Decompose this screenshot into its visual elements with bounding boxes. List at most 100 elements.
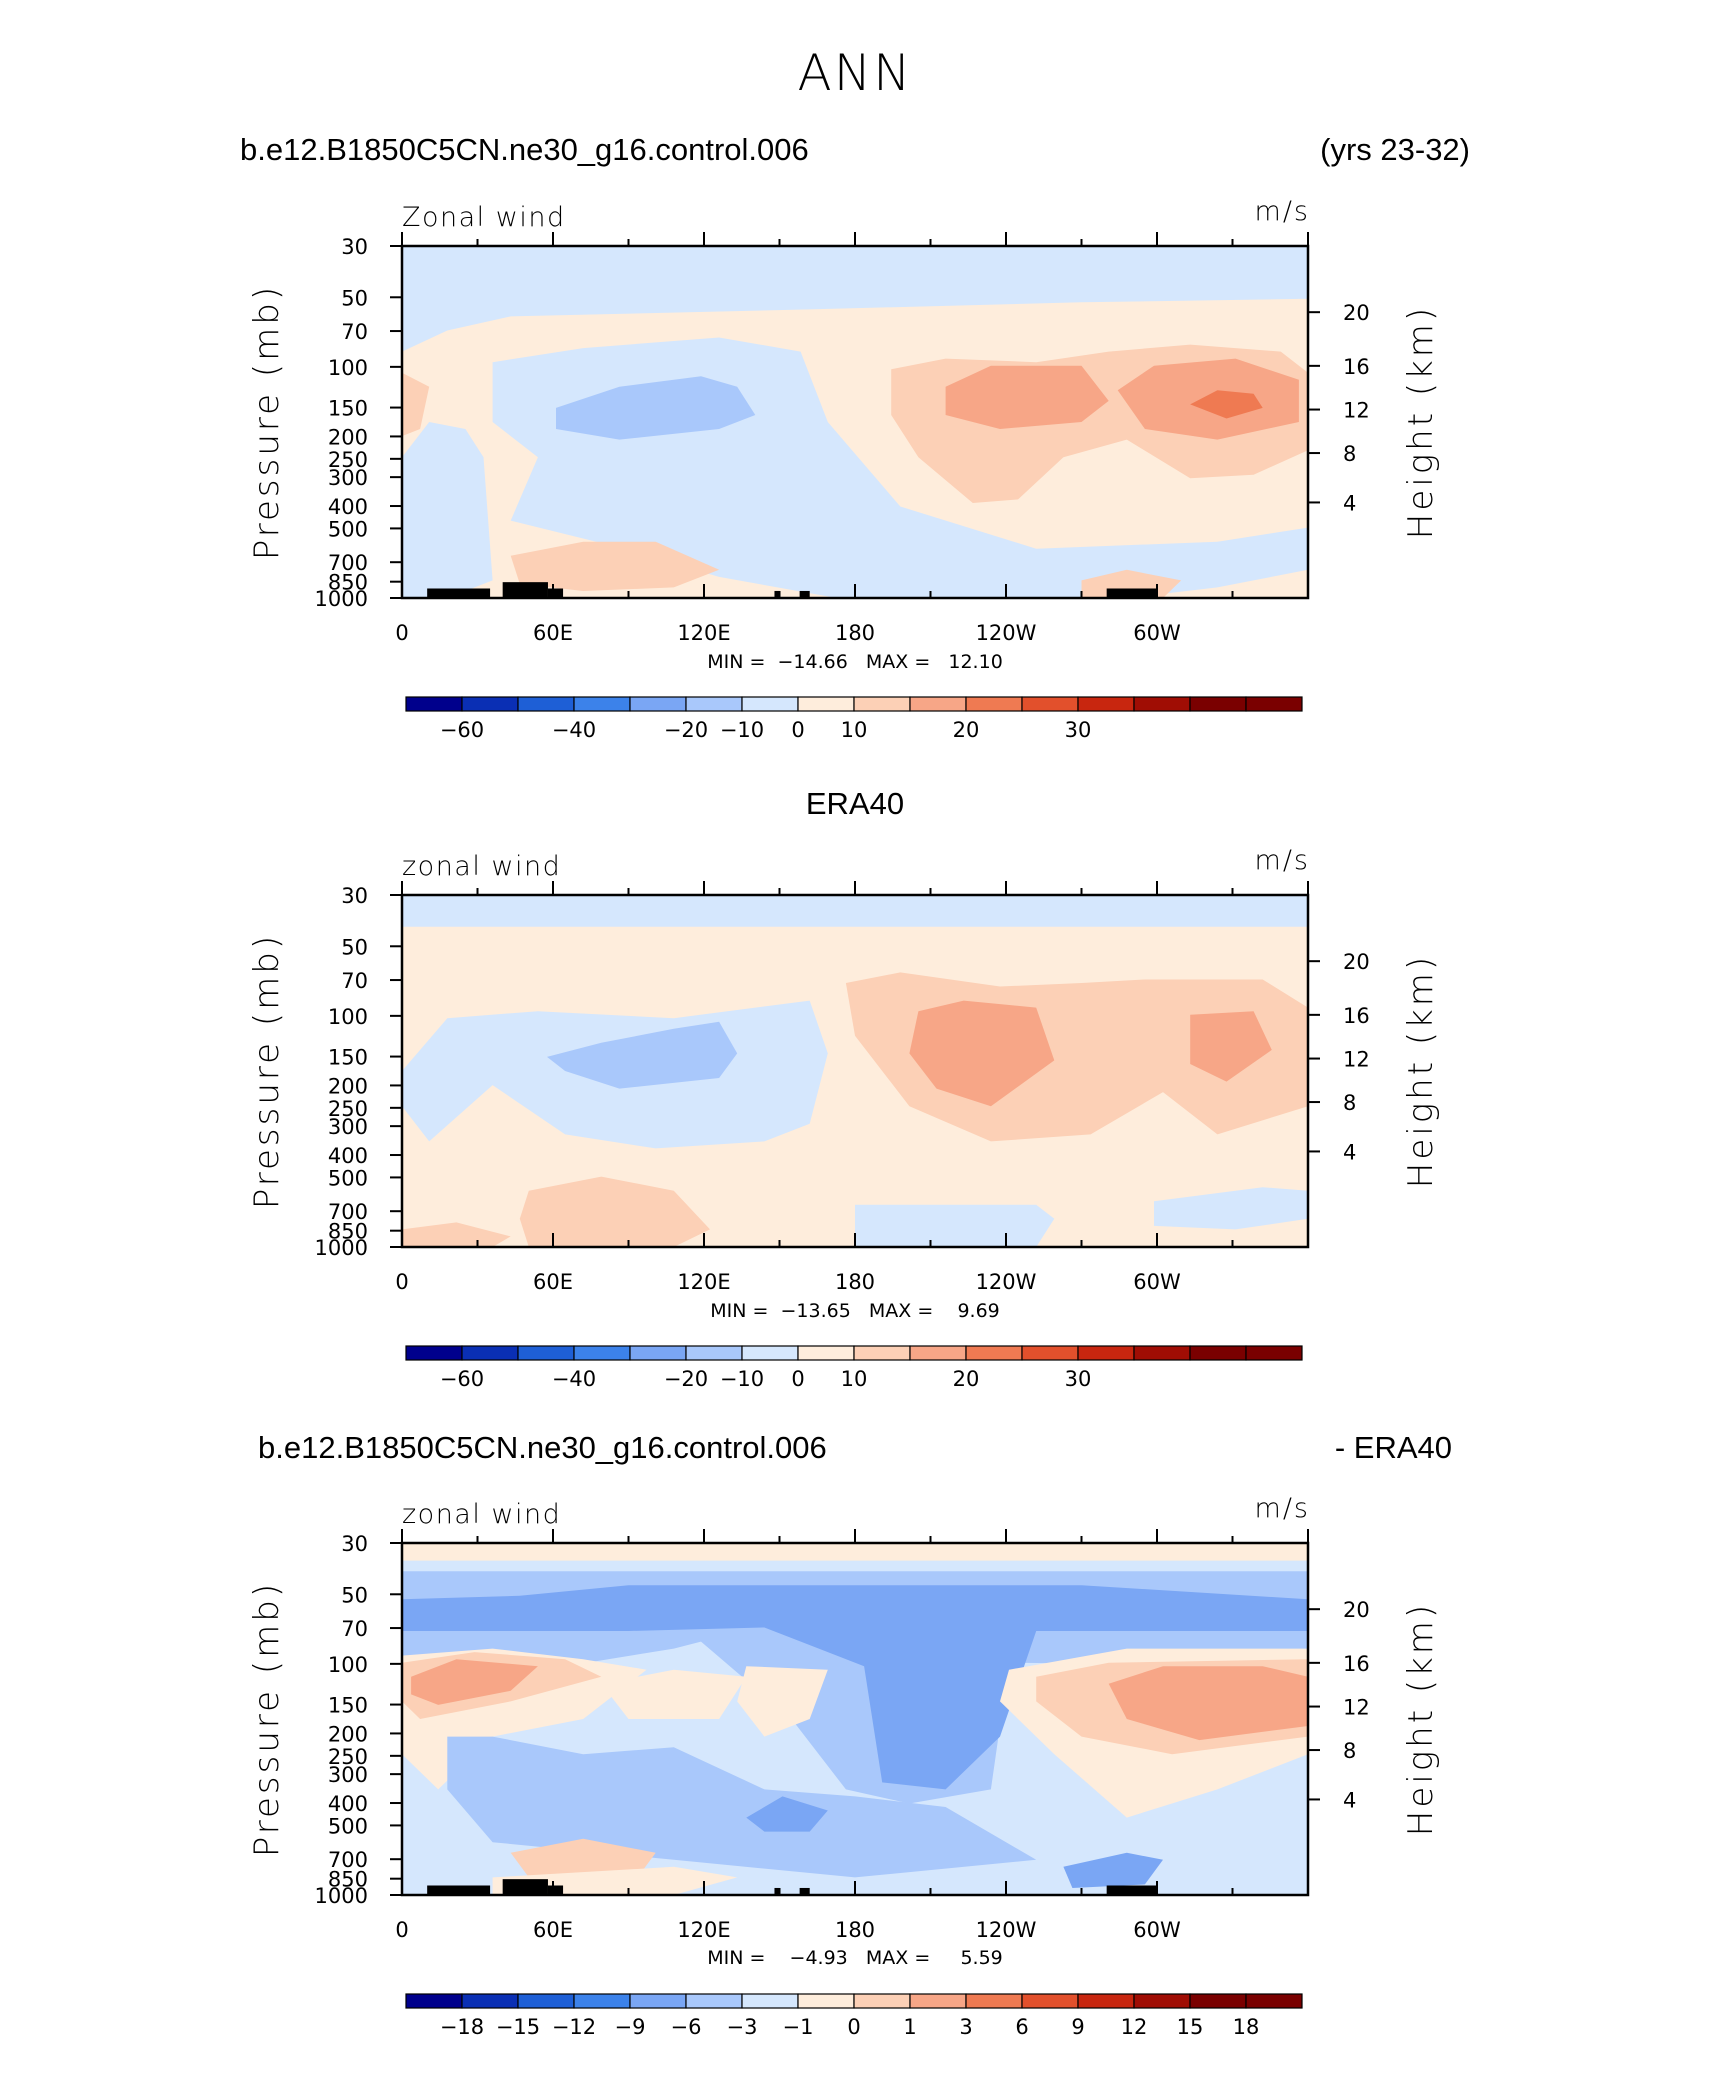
contour-fill xyxy=(402,246,1308,598)
colorbar-box xyxy=(1189,1993,1247,2009)
x-tick-label: 180 xyxy=(835,1918,875,1942)
contour-region-9 xyxy=(1108,1666,1308,1741)
colorbar-box xyxy=(1021,696,1079,712)
x-tick-label: 120W xyxy=(976,1918,1037,1942)
y2-tick-label: 16 xyxy=(1343,1004,1370,1028)
colorbar-label: −40 xyxy=(552,718,596,742)
y2-axis-label: Height (km) xyxy=(1401,305,1441,539)
y-tick-label: 100 xyxy=(328,1005,368,1029)
y-tick-label: 50 xyxy=(341,286,368,310)
y-tick-label: 250 xyxy=(328,1097,368,1121)
panel1-right-title: (yrs 23-32) xyxy=(1320,132,1470,167)
x-tick-label: 120E xyxy=(677,1918,730,1942)
y-tick-label: 30 xyxy=(341,235,368,259)
colorbar-box xyxy=(1021,1993,1079,2009)
contour-region-10 xyxy=(402,1222,511,1247)
colorbar-box xyxy=(741,1993,799,2009)
colorbar-label: 3 xyxy=(959,2015,972,2039)
y-tick-label: 100 xyxy=(328,1653,368,1677)
colorbar: −60 −40 −20 −10 0 10 20 30 xyxy=(405,696,1303,742)
x-tick-label: 0 xyxy=(395,1270,408,1294)
colorbar-label: 0 xyxy=(847,2015,860,2039)
topography-2 xyxy=(547,1885,564,1895)
field-label: zonal wind xyxy=(402,1499,561,1530)
y-tick-label: 850 xyxy=(328,1868,368,1892)
y2-tick-label: 20 xyxy=(1343,301,1370,325)
x-tick-label: 180 xyxy=(835,1270,875,1294)
topography-5 xyxy=(1106,1885,1157,1895)
topography-5 xyxy=(1106,588,1157,598)
colorbar-box xyxy=(1133,1345,1191,1361)
colorbar-label: −20 xyxy=(664,1367,708,1391)
topography-4 xyxy=(799,1887,810,1895)
y2-tick-label: 4 xyxy=(1343,491,1356,515)
colorbar-box xyxy=(573,1993,631,2009)
panel-1: 0 60E 120E 180 120W 60W3050701001502002503004… xyxy=(247,196,1441,742)
contour-region-11 xyxy=(737,1666,828,1737)
contour-region-4 xyxy=(556,376,756,440)
topography-3 xyxy=(774,1887,780,1895)
colorbar-label: 0 xyxy=(791,718,804,742)
contour-fill xyxy=(402,895,1308,1247)
colorbar: −60 −40 −20 −10 0 10 20 30 xyxy=(405,1345,1303,1391)
colorbar-box xyxy=(909,1345,967,1361)
y-tick-label: 700 xyxy=(328,551,368,575)
topography-2 xyxy=(547,588,564,598)
colorbar-box xyxy=(797,696,855,712)
y-tick-label: 850 xyxy=(328,1220,368,1244)
colorbar-label: 10 xyxy=(841,718,868,742)
colorbar-label: −60 xyxy=(440,718,484,742)
x-tick-label: 120W xyxy=(976,621,1037,645)
contour-region-11 xyxy=(402,372,430,437)
colorbar-box xyxy=(1189,1345,1247,1361)
contour-region-10 xyxy=(601,1669,747,1719)
colorbar-box xyxy=(517,696,575,712)
y2-tick-label: 12 xyxy=(1343,1696,1370,1720)
y2-tick-label: 12 xyxy=(1343,1048,1370,1072)
y-tick-label: 700 xyxy=(328,1848,368,1872)
colorbar-box xyxy=(685,1993,743,2009)
colorbar-box xyxy=(461,1345,519,1361)
colorbar-box xyxy=(573,1345,631,1361)
y-tick-label: 250 xyxy=(328,448,368,472)
colorbar-label: −12 xyxy=(552,2015,596,2039)
x-tick-label: 60W xyxy=(1133,621,1181,645)
y-axis-label: Pressure (mb) xyxy=(247,1581,287,1857)
colorbar-label: 1 xyxy=(903,2015,916,2039)
colorbar-box xyxy=(1245,1993,1303,2009)
unit-label: m/s xyxy=(1255,1493,1310,1524)
x-tick-label: 60E xyxy=(533,1270,573,1294)
y-tick-label: 300 xyxy=(328,1763,368,1787)
x-tick-label: 0 xyxy=(395,1918,408,1942)
y2-tick-label: 8 xyxy=(1343,442,1356,466)
x-tick-label: 60W xyxy=(1133,1270,1181,1294)
contour-region-3 xyxy=(547,1021,738,1089)
contour-region-1 xyxy=(402,246,1308,352)
colorbar-label: −60 xyxy=(440,1367,484,1391)
y-tick-label: 400 xyxy=(328,1144,368,1168)
y-tick-label: 400 xyxy=(328,1792,368,1816)
colorbar-box xyxy=(629,1345,687,1361)
topography-1 xyxy=(502,1879,548,1895)
y2-tick-label: 20 xyxy=(1343,1598,1370,1622)
colorbar-box xyxy=(741,1345,799,1361)
colorbar-label: −15 xyxy=(496,2015,540,2039)
colorbar-label: −3 xyxy=(727,2015,758,2039)
y-tick-label: 1000 xyxy=(315,1236,368,1260)
colorbar-box xyxy=(853,1993,911,2009)
colorbar-label: 30 xyxy=(1065,718,1092,742)
contour-region-8 xyxy=(1190,390,1263,419)
unit-label: m/s xyxy=(1255,845,1310,876)
y-tick-label: 500 xyxy=(328,517,368,541)
colorbar-box xyxy=(1021,1345,1079,1361)
colorbar-label: −6 xyxy=(671,2015,702,2039)
colorbar-box xyxy=(965,1345,1023,1361)
contour-region-15 xyxy=(510,1838,656,1878)
y2-tick-label: 20 xyxy=(1343,950,1370,974)
x-tick-label: 60E xyxy=(533,1918,573,1942)
x-tick-label: 0 xyxy=(395,621,408,645)
y-tick-label: 400 xyxy=(328,495,368,519)
contour-region-3 xyxy=(402,422,493,598)
unit-label: m/s xyxy=(1255,196,1310,227)
y-tick-label: 700 xyxy=(328,1200,368,1224)
